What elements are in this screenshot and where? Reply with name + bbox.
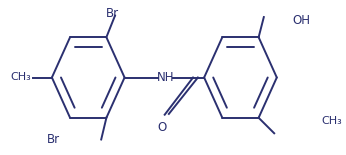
Text: OH: OH — [292, 14, 310, 27]
Text: NH: NH — [157, 71, 174, 84]
Text: CH₃: CH₃ — [10, 73, 31, 82]
Text: Br: Br — [106, 7, 119, 20]
Text: O: O — [157, 121, 166, 134]
Text: Br: Br — [47, 133, 60, 146]
Text: CH₃: CH₃ — [322, 116, 343, 126]
